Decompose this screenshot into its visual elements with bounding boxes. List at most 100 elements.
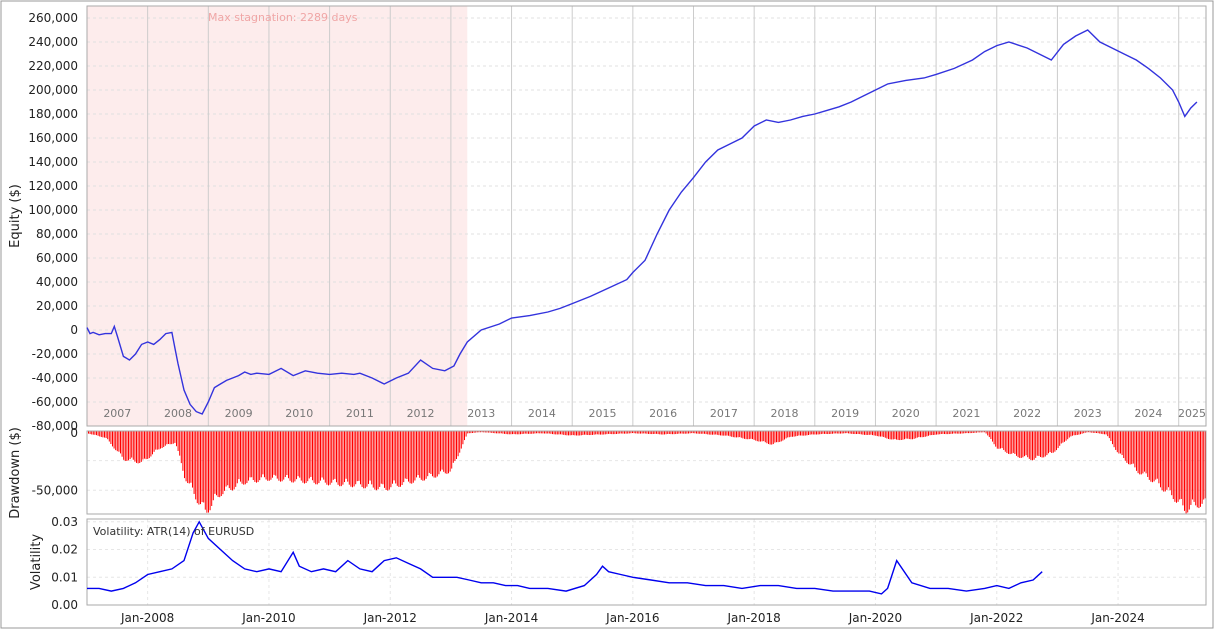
drawdown-bar xyxy=(1195,431,1197,506)
drawdown-bar xyxy=(870,431,872,435)
drawdown-bar xyxy=(452,431,454,463)
drawdown-bar xyxy=(1190,431,1192,505)
drawdown-bar xyxy=(265,431,267,480)
drawdown-bar xyxy=(350,431,352,487)
drawdown-bar xyxy=(571,431,573,436)
drawdown-bar xyxy=(1163,431,1165,492)
drawdown-bar xyxy=(1086,431,1088,433)
drawdown-bar xyxy=(312,431,313,481)
drawdown-bar xyxy=(960,431,961,434)
drawdown-bar xyxy=(184,431,185,479)
drawdown-bar xyxy=(262,431,264,475)
drawdown-bar xyxy=(699,431,701,434)
drawdown-bar xyxy=(1033,431,1035,460)
equity-year-label: 2013 xyxy=(467,407,495,420)
drawdown-bar xyxy=(302,431,304,483)
volatility-line xyxy=(87,520,1043,595)
drawdown-bar xyxy=(281,431,283,482)
drawdown-bar xyxy=(1072,431,1073,436)
drawdown-bar xyxy=(387,431,389,491)
drawdown-bar xyxy=(136,431,137,463)
drawdown-bar xyxy=(609,431,611,434)
drawdown-bar xyxy=(515,431,517,435)
drawdown-bar xyxy=(995,431,997,447)
drawdown-bar xyxy=(734,431,736,438)
drawdown-bar xyxy=(579,431,581,436)
drawdown-bar xyxy=(499,431,501,434)
equity-year-label: 2021 xyxy=(952,407,980,420)
drawdown-bar xyxy=(830,431,832,434)
drawdown-bar xyxy=(166,431,168,445)
drawdown-bar xyxy=(456,431,457,459)
drawdown-bar xyxy=(758,431,760,442)
drawdown-bar xyxy=(1012,431,1014,453)
volatility-y-tick-label: 0.01 xyxy=(51,570,78,584)
equity-y-tick-label: 220,000 xyxy=(28,59,78,73)
drawdown-bar xyxy=(497,431,499,434)
drawdown-bar xyxy=(192,431,193,488)
drawdown-bar xyxy=(1000,431,1001,449)
drawdown-bar xyxy=(336,431,337,483)
drawdown-bar xyxy=(659,431,661,435)
drawdown-bar xyxy=(984,431,985,433)
drawdown-bar xyxy=(164,431,166,446)
drawdown-bar xyxy=(1038,431,1040,456)
drawdown-bar xyxy=(806,431,808,436)
drawdown-bar xyxy=(1008,431,1009,454)
drawdown-bar xyxy=(480,431,481,433)
drawdown-bar xyxy=(780,431,782,442)
drawdown-bar xyxy=(1112,431,1113,445)
drawdown-bar xyxy=(761,431,763,442)
equity-year-label: 2016 xyxy=(649,407,677,420)
drawdown-bar xyxy=(1054,431,1056,452)
drawdown-bar xyxy=(942,431,944,434)
drawdown-bar xyxy=(617,431,619,434)
drawdown-bar xyxy=(904,431,905,440)
drawdown-bar xyxy=(926,431,928,437)
drawdown-bar xyxy=(459,431,461,453)
equity-year-label: 2011 xyxy=(346,407,374,420)
equity-grid xyxy=(87,6,1206,427)
drawdown-bar xyxy=(1046,431,1048,456)
drawdown-bar xyxy=(1152,431,1153,483)
drawdown-bar xyxy=(132,431,134,460)
drawdown-bar xyxy=(188,431,190,484)
drawdown-bar xyxy=(849,431,851,434)
drawdown-bar xyxy=(268,431,270,481)
drawdown-bar xyxy=(875,431,877,436)
drawdown-bar xyxy=(193,431,195,494)
drawdown-bar xyxy=(267,431,269,481)
drawdown-bar xyxy=(211,431,213,506)
drawdown-bar xyxy=(886,431,888,439)
drawdown-bar xyxy=(694,431,696,434)
volatility-legend-label: Volatility: ATR(14) of EURUSD xyxy=(93,525,254,538)
drawdown-bar xyxy=(564,431,566,436)
drawdown-bar xyxy=(155,431,157,450)
volatility-x-tick-label: Jan-2008 xyxy=(120,611,174,625)
drawdown-bar xyxy=(968,431,969,434)
drawdown-bar xyxy=(817,431,819,435)
drawdown-bar xyxy=(470,431,472,434)
drawdown-bar xyxy=(668,431,670,434)
drawdown-bar xyxy=(672,431,673,435)
drawdown-bar xyxy=(121,431,123,457)
drawdown-bar xyxy=(996,431,998,449)
drawdown-bar xyxy=(428,431,430,473)
drawdown-bar xyxy=(1187,431,1189,513)
drawdown-bar xyxy=(345,431,347,479)
volatility-y-tick-label: 0.03 xyxy=(51,515,78,529)
drawdown-bar xyxy=(118,431,120,452)
drawdown-bar xyxy=(1102,431,1104,435)
drawdown-bar xyxy=(691,431,693,434)
drawdown-bar xyxy=(235,431,237,487)
equity-y-tick-label: 120,000 xyxy=(28,179,78,193)
drawdown-bar xyxy=(1044,431,1046,457)
drawdown-bar xyxy=(824,431,825,434)
equity-year-label: 2025 xyxy=(1178,407,1206,420)
drawdown-bar xyxy=(867,431,869,435)
drawdown-bar xyxy=(144,431,145,459)
drawdown-bar xyxy=(137,431,139,464)
drawdown-bar xyxy=(492,431,494,434)
drawdown-bar xyxy=(873,431,875,436)
drawdown-bar xyxy=(1176,431,1177,503)
